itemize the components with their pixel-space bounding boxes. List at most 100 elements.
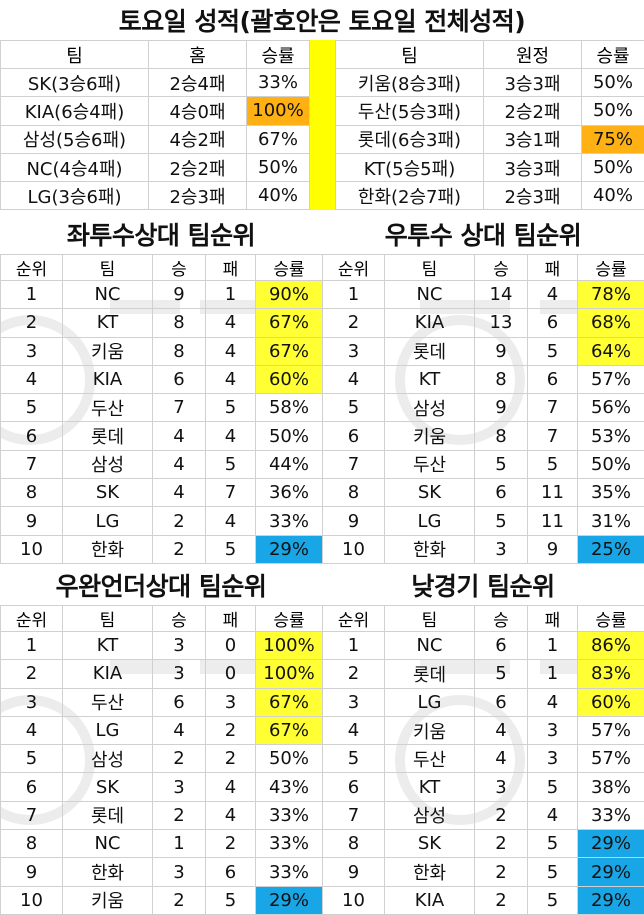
pct-cell: 33%	[255, 857, 323, 887]
rank-table: 순위 팀 승 패 승률 1 NC 14 4 78% 2 KIA 13 6 68% 3 롯데 9 5 64% 4 KT 8 6 5…	[322, 254, 644, 564]
rank-cell: 9	[322, 857, 385, 887]
rank-cell: 6	[322, 772, 385, 802]
team-cell: LG(3승6패)	[0, 181, 149, 211]
team-cell: 롯데(6승3패)	[335, 124, 484, 154]
table-row: 7 두산 5 5 50%	[322, 449, 644, 480]
wins-cell: 2	[474, 885, 528, 915]
pct-cell: 75%	[581, 124, 644, 154]
team-cell: KIA	[62, 364, 153, 395]
pct-cell: 90%	[255, 279, 323, 310]
team-cell: LG	[384, 687, 475, 717]
table-row: 키움(8승3패) 3승3패 50%	[335, 67, 644, 98]
table-row: KT(5승5패) 3승3패 50%	[335, 152, 644, 183]
section-title: 낮경기 팀순위	[411, 572, 555, 601]
pct-cell: 67%	[246, 124, 310, 154]
rank-cell: 1	[322, 279, 385, 310]
rank-cell: 6	[322, 421, 385, 451]
pct-cell: 58%	[255, 393, 323, 423]
table-row: 8 SK 6 11 35%	[322, 478, 644, 508]
table-header-row: 순위 팀 승 패 승률	[0, 605, 323, 632]
losses-cell: 4	[527, 687, 578, 717]
team-cell: NC	[384, 279, 475, 310]
pct-cell: 33%	[255, 829, 323, 859]
pct-cell: 67%	[255, 308, 323, 338]
table-row: 5 두산 7 5 58%	[0, 393, 323, 423]
losses-cell: 3	[527, 715, 578, 746]
rank-cell: 6	[0, 772, 63, 802]
pct-cell: 29%	[255, 534, 323, 564]
rank-cell: 6	[0, 421, 63, 451]
team-cell: 키움	[62, 336, 153, 366]
table-row: 6 KT 3 5 38%	[322, 772, 644, 802]
losses-cell: 4	[205, 421, 256, 451]
table-row: 9 한화 3 6 33%	[0, 857, 323, 887]
rank-cell: 7	[0, 800, 63, 831]
losses-cell: 9	[527, 534, 578, 564]
table-row: 1 NC 6 1 86%	[322, 630, 644, 661]
column-header: 승률	[246, 40, 310, 69]
rank-cell: 3	[322, 687, 385, 717]
pct-cell: 57%	[577, 715, 644, 746]
rank-cell: 4	[0, 715, 63, 746]
team-cell: SK(3승6패)	[0, 67, 149, 98]
team-cell: 두산	[62, 687, 153, 717]
rank-cell: 9	[0, 857, 63, 887]
pct-cell: 50%	[255, 744, 323, 774]
page-title: 토요일 성적(괄호안은 토요일 전체성적)	[118, 7, 526, 36]
column-header: 승	[152, 254, 206, 281]
record-cell: 2승3패	[483, 181, 582, 211]
rank-cell: 4	[322, 364, 385, 395]
team-cell: SK	[62, 478, 153, 508]
table-row: 8 SK 2 5 29%	[322, 829, 644, 859]
table-row: 3 LG 6 4 60%	[322, 687, 644, 717]
team-cell: 한화	[62, 857, 153, 887]
wins-cell: 4	[152, 421, 206, 451]
pct-cell: 100%	[255, 659, 323, 689]
wins-cell: 9	[152, 279, 206, 310]
team-cell: 삼성	[62, 744, 153, 774]
table-row: 10 키움 2 5 29%	[0, 885, 323, 915]
losses-cell: 4	[527, 800, 578, 831]
team-cell: KT	[384, 772, 475, 802]
wins-cell: 4	[152, 478, 206, 508]
rank-table: 순위 팀 승 패 승률 1 KT 3 0 100% 2 KIA 3 0 100% 3 두산 6 3 67% 4 LG 4 2 6…	[0, 605, 323, 915]
losses-cell: 7	[527, 421, 578, 451]
rank-cell: 2	[322, 308, 385, 338]
table-row: 한화(2승7패) 2승3패 40%	[335, 181, 644, 211]
wins-cell: 3	[152, 659, 206, 689]
rank-cell: 10	[0, 534, 63, 564]
rank-cell: 8	[0, 478, 63, 508]
column-header: 승률	[255, 605, 323, 632]
rank-cell: 3	[0, 687, 63, 717]
record-cell: 2승4패	[148, 67, 247, 98]
losses-cell: 3	[527, 744, 578, 774]
wins-cell: 5	[474, 659, 528, 689]
team-cell: 삼성(5승6패)	[0, 124, 149, 154]
team-cell: KT	[384, 364, 475, 395]
rank-cell: 5	[322, 744, 385, 774]
table-row: 2 KIA 3 0 100%	[0, 659, 323, 689]
pct-cell: 29%	[577, 857, 644, 887]
losses-cell: 1	[527, 659, 578, 689]
table-row: 2 KIA 13 6 68%	[322, 308, 644, 338]
column-header: 승률	[577, 254, 644, 281]
table-row: 10 한화 3 9 25%	[322, 534, 644, 564]
wins-cell: 9	[474, 336, 528, 366]
team-cell: 롯데	[62, 421, 153, 451]
losses-cell: 0	[205, 630, 256, 661]
column-header: 승률	[581, 40, 644, 69]
column-header: 팀	[62, 254, 153, 281]
team-cell: NC	[384, 630, 475, 661]
rank-cell: 3	[0, 336, 63, 366]
team-cell: 한화	[384, 857, 475, 887]
section-title: 좌투수상대 팀순위	[66, 221, 256, 250]
team-cell: SK	[62, 772, 153, 802]
column-header: 승	[474, 605, 528, 632]
losses-cell: 7	[205, 478, 256, 508]
team-cell: 키움	[384, 715, 475, 746]
team-cell: 두산	[384, 744, 475, 774]
column-header: 팀	[335, 40, 484, 69]
pct-cell: 56%	[577, 393, 644, 423]
rank-cell: 4	[0, 364, 63, 395]
wins-cell: 6	[474, 478, 528, 508]
